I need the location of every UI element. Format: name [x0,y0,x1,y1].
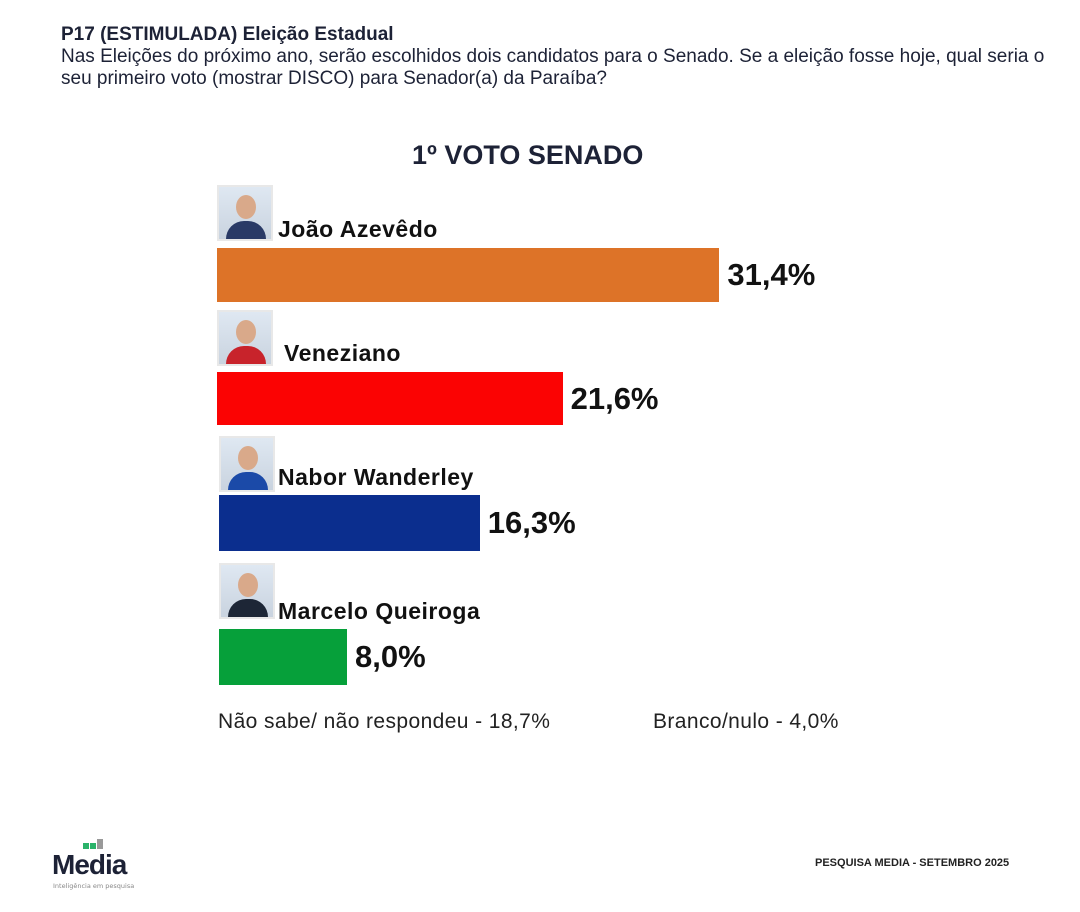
bar [217,248,720,302]
note-blank-null: Branco/nulo - 4,0% [653,710,839,733]
logo-tagline: Inteligência em pesquisa [53,882,135,890]
bar [217,372,563,425]
question-title: P17 (ESTIMULADA) Eleição Estadual [61,24,394,45]
bar [219,629,347,685]
candidate-name: Veneziano [284,340,401,366]
note-undecided: Não sabe/ não respondeu - 18,7% [218,710,551,733]
candidate-photo [219,563,275,619]
media-logo: Media Inteligência em pesquisa [52,839,152,901]
candidate-name: Marcelo Queiroga [278,598,481,624]
data-label: 21,6% [570,380,659,416]
question-header: P17 (ESTIMULADA) Eleição Estadual Nas El… [61,24,1051,90]
logo-square [83,843,89,849]
logo-square [90,843,96,849]
candidate-name: Nabor Wanderley [278,464,474,490]
data-label: 31,4% [727,257,816,292]
data-label: 8,0% [355,639,426,674]
candidate-name: João Azevêdo [278,216,438,242]
logo-square [97,839,103,849]
question-text: Nas Eleições do próximo ano, serão escol… [61,46,1045,89]
footer-source: PESQUISA MEDIA - SETEMBRO 2025 [815,857,1010,869]
bar [219,495,480,551]
candidate-photo [217,310,273,366]
logo-word: Media [52,849,127,880]
chart-title: 1º VOTO SENADO [412,140,644,170]
candidate-photo [219,436,275,492]
data-label: 16,3% [487,505,576,540]
candidate-photo [217,185,273,241]
